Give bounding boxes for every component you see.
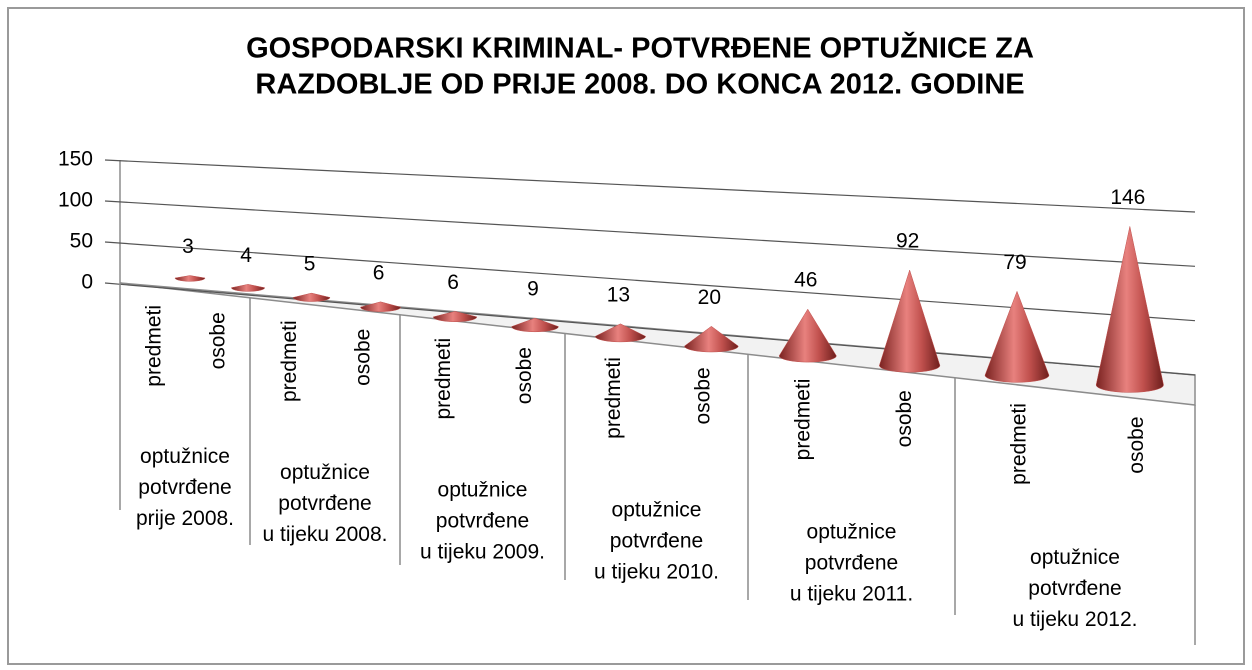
cone [292,292,331,302]
group-label: u tijeku 2008. [263,523,388,546]
group-label: optužnice [438,479,528,502]
cone [778,308,837,363]
group-label: u tijeku 2010. [594,560,719,583]
y-tick-label: 0 [81,271,93,294]
group-label: u tijeku 2009. [420,541,545,564]
x-tick-label: predmeti [278,320,301,402]
cone [360,301,401,312]
value-label: 146 [1110,186,1145,209]
group-label: prije 2008. [136,507,234,530]
group-label: potvrđene [278,492,371,515]
group-label: potvrđene [610,529,703,552]
value-label: 92 [896,230,919,253]
y-tick-label: 50 [70,230,93,253]
value-label: 46 [794,269,817,292]
group-label: potvrđene [138,476,231,499]
group-label: potvrđene [436,510,529,533]
x-tick-label: predmeti [1007,403,1030,485]
x-tick-label: predmeti [432,338,455,420]
group-label: optužnice [280,461,370,484]
chart-title: GOSPODARSKI KRIMINAL- POTVRĐENE OPTUŽNIC… [246,31,1034,65]
cone [231,284,265,292]
cone [984,290,1050,383]
value-label: 79 [1003,251,1026,274]
floor [119,282,1196,406]
grid-line [104,200,1196,267]
x-tick-label: osobe [513,347,536,404]
group-label: optužnice [1030,546,1120,569]
group-label: u tijeku 2011. [790,583,913,606]
cone [174,275,206,282]
x-tick-label: osobe [206,312,229,369]
x-tick-label: osobe [893,390,916,447]
group-label: optužnice [807,521,897,544]
chart-title: RAZDOBLJE OD PRIJE 2008. DO KONCA 2012. … [255,69,1024,101]
value-label: 4 [240,244,252,267]
value-label: 6 [373,261,385,284]
grid-line [104,159,1196,213]
x-tick-label: predmeti [602,357,625,439]
value-label: 13 [607,283,630,306]
group-label: optužnice [612,498,702,521]
cone [1095,226,1164,393]
group-label: u tijeku 2012. [1013,608,1138,631]
y-tick-label: 100 [58,189,93,212]
x-tick-label: osobe [352,329,375,386]
x-tick-label: osobe [1125,416,1148,473]
cone [511,317,559,333]
value-label: 6 [447,271,459,294]
group-label: optužnice [140,445,230,468]
x-tick-label: predmeti [143,305,166,387]
group-label: potvrđene [1028,577,1121,600]
value-label: 5 [304,253,316,276]
y-tick-label: 150 [58,148,93,171]
cone [684,325,739,353]
group-label: potvrđene [805,552,898,575]
cone [879,269,941,373]
cone [594,323,646,343]
cone [432,311,478,322]
x-tick-label: predmeti [791,379,814,461]
x-tick-label: osobe [692,367,715,424]
value-label: 3 [182,235,194,258]
value-label: 9 [527,278,539,301]
value-label: 20 [698,286,721,309]
